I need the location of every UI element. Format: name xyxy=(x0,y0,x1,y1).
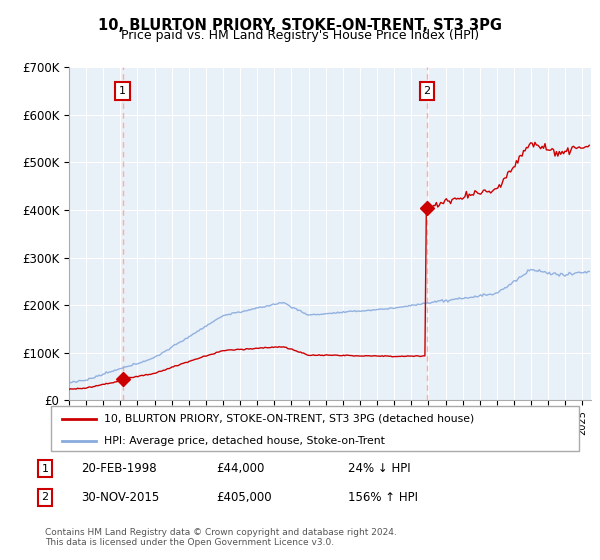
Text: 10, BLURTON PRIORY, STOKE-ON-TRENT, ST3 3PG: 10, BLURTON PRIORY, STOKE-ON-TRENT, ST3 … xyxy=(98,18,502,34)
Text: £405,000: £405,000 xyxy=(216,491,272,504)
Text: 24% ↓ HPI: 24% ↓ HPI xyxy=(348,462,410,475)
Text: 2: 2 xyxy=(424,86,431,96)
Text: 10, BLURTON PRIORY, STOKE-ON-TRENT, ST3 3PG (detached house): 10, BLURTON PRIORY, STOKE-ON-TRENT, ST3 … xyxy=(104,413,474,423)
Text: 156% ↑ HPI: 156% ↑ HPI xyxy=(348,491,418,504)
Text: £44,000: £44,000 xyxy=(216,462,265,475)
Text: HPI: Average price, detached house, Stoke-on-Trent: HPI: Average price, detached house, Stok… xyxy=(104,436,385,446)
Text: 1: 1 xyxy=(41,464,49,474)
Text: 2: 2 xyxy=(41,492,49,502)
Text: Contains HM Land Registry data © Crown copyright and database right 2024.
This d: Contains HM Land Registry data © Crown c… xyxy=(45,528,397,547)
Text: Price paid vs. HM Land Registry's House Price Index (HPI): Price paid vs. HM Land Registry's House … xyxy=(121,29,479,42)
Text: 1: 1 xyxy=(119,86,126,96)
Text: 30-NOV-2015: 30-NOV-2015 xyxy=(81,491,159,504)
Text: 20-FEB-1998: 20-FEB-1998 xyxy=(81,462,157,475)
FancyBboxPatch shape xyxy=(51,406,579,451)
